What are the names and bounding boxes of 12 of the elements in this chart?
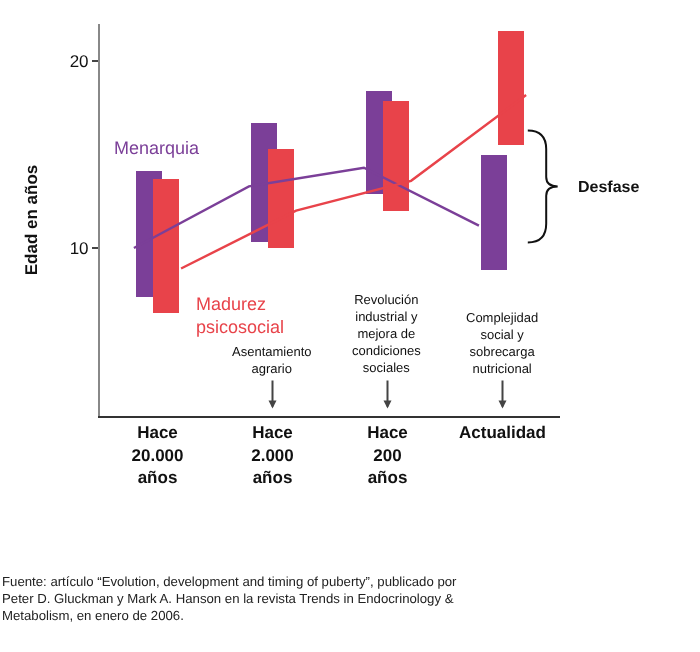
y-axis-title: Edad en años bbox=[20, 164, 41, 276]
series-label: Menarquia bbox=[114, 138, 200, 158]
y-tick-label: 10 bbox=[69, 237, 90, 258]
x-tick-label: Hace 20.000 años bbox=[131, 422, 185, 487]
x-tick-label: Hace 2.000 años bbox=[251, 422, 295, 487]
series-label: Madurez psicosocial bbox=[196, 294, 285, 338]
x-tick-label: Actualidad bbox=[459, 422, 546, 443]
text: Desfase bbox=[578, 178, 641, 196]
bar bbox=[383, 100, 409, 211]
bar bbox=[268, 149, 294, 248]
y-tick-label: 20 bbox=[69, 51, 90, 72]
x-tick-label: Hace 200 años bbox=[367, 422, 409, 487]
